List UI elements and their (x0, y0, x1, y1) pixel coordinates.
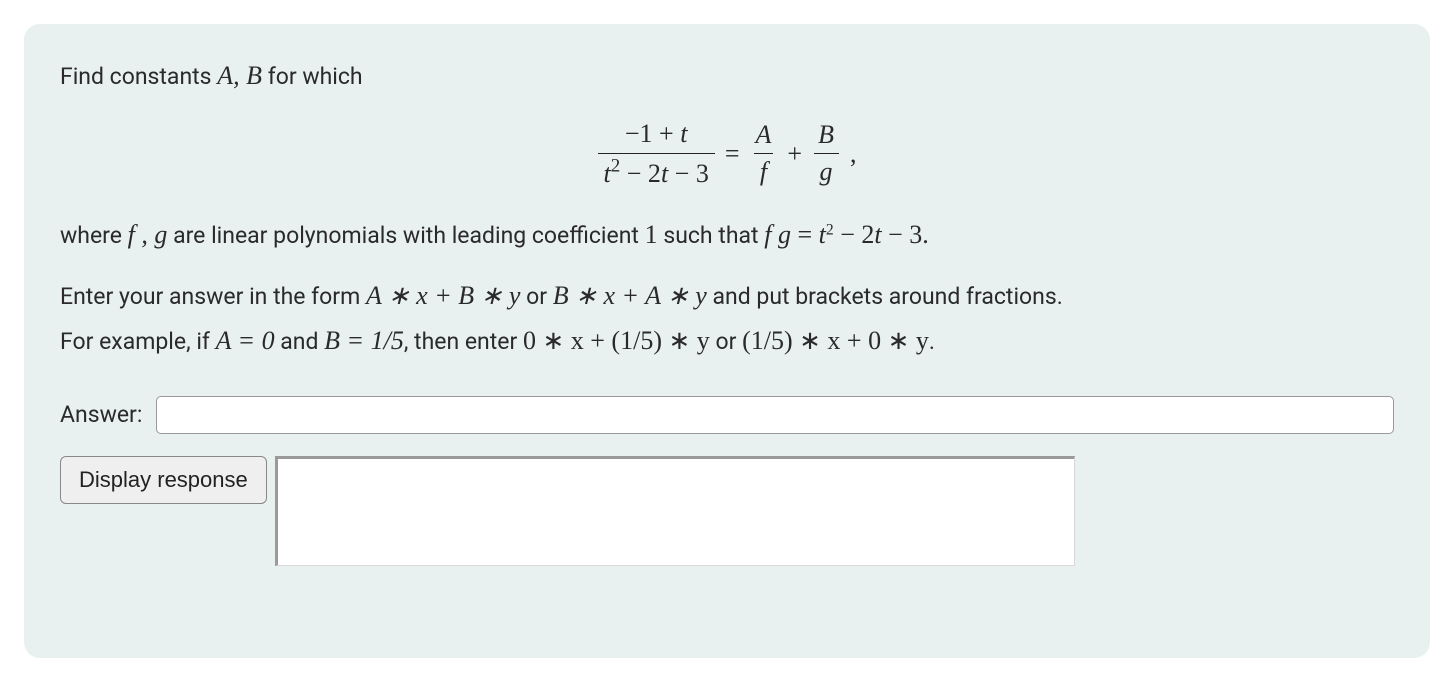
prompt-intro: Find constants A, B for which (60, 56, 1394, 95)
where-one: 1 (645, 220, 658, 249)
answer-input[interactable] (156, 396, 1394, 434)
inst2-e: . (929, 328, 935, 355)
display-equation: −1 + t t2 − 2t − 3 = A f + B g , (60, 113, 1394, 191)
inst2-m1: A = 0 (216, 326, 275, 355)
display-response-button[interactable]: Display response (60, 456, 267, 504)
where-pre: where (60, 222, 128, 249)
prompt-text-pre: Find constants (60, 63, 217, 90)
where-sup2: 2 (826, 221, 834, 238)
prompt-vars: A, B (217, 61, 262, 90)
where-mid2: such that (658, 222, 765, 249)
inst2-m3: 0 ∗ x + (1/5) ∗ y (523, 326, 710, 355)
inst2-m4: (1/5) ∗ x + 0 ∗ y (742, 326, 929, 355)
rhs-frac-1: A f (750, 119, 778, 189)
where-t2: t (874, 220, 881, 249)
lhs-num-minus: −1 + (625, 119, 680, 148)
where-t: t (819, 220, 826, 249)
plus-sign: + (787, 134, 802, 173)
lhs-den-mid: − 2 (620, 159, 661, 188)
instructions-line-2: For example, if A = 0 and B = 1/5, then … (60, 321, 1394, 360)
prompt-text-post: for which (262, 63, 363, 90)
where-end: − 3. (882, 220, 929, 249)
answer-row: Answer: (60, 396, 1394, 434)
inst1-m1: A ∗ x + B ∗ y (366, 281, 521, 310)
response-output (275, 456, 1075, 566)
inst1-a: Enter your answer in the form (60, 283, 366, 310)
inst2-d: or (710, 328, 742, 355)
where-mid1: are linear polynomials with leading coef… (167, 222, 644, 249)
lhs-den-sup: 2 (611, 156, 621, 177)
rhs1-num: A (750, 119, 778, 154)
equals-sign: = (725, 134, 740, 173)
inst2-c: , then enter (404, 328, 523, 355)
answer-label: Answer: (60, 398, 142, 433)
trailing-comma: , (850, 134, 857, 173)
inst2-m2: B = 1/5 (324, 326, 404, 355)
where-mid3: − 2 (834, 220, 875, 249)
question-panel: Find constants A, B for which −1 + t t2 … (24, 24, 1430, 658)
rhs-frac-2: B g (812, 119, 840, 189)
instructions-line-1: Enter your answer in the form A ∗ x + B … (60, 276, 1394, 315)
where-fg2: f g (764, 220, 791, 249)
rhs2-den: g (814, 153, 839, 189)
where-eq: = (791, 220, 819, 249)
inst1-c: and put brackets around fractions. (707, 283, 1063, 310)
inst2-b: and (275, 328, 325, 355)
inst2-a: For example, if (60, 328, 216, 355)
lhs-fraction: −1 + t t2 − 2t − 3 (598, 116, 715, 191)
rhs1-den: f (754, 153, 773, 189)
lhs-den-end: − 3 (668, 159, 709, 188)
where-fg: f , g (128, 220, 168, 249)
lhs-num-t: t (680, 119, 687, 148)
lhs-den-t: t (604, 159, 611, 188)
response-row: Display response (60, 456, 1394, 566)
inst1-b: or (520, 283, 552, 310)
rhs2-num: B (812, 119, 840, 154)
inst1-m2: B ∗ x + A ∗ y (553, 281, 707, 310)
where-clause: where f , g are linear polynomials with … (60, 215, 1394, 254)
